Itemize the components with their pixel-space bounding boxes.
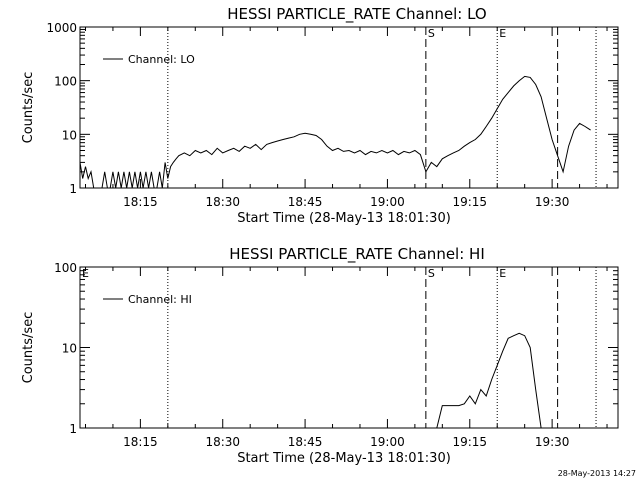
y-tick-label: 100 — [54, 75, 77, 89]
chart-title: HESSI PARTICLE_RATE Channel: LO — [227, 5, 486, 24]
x-tick-label: 19:00 — [370, 195, 405, 209]
timestamp-stamp: 28-May-2013 14:27 — [558, 469, 636, 478]
y-axis-label: Counts/sec — [21, 72, 36, 144]
event-marker-label: E — [82, 267, 89, 280]
legend-label: Channel: LO — [128, 53, 195, 66]
chart-panel-lo: HESSI PARTICLE_RATE Channel: LO Counts/se… — [21, 5, 619, 226]
event-marker-label: S — [428, 27, 435, 40]
x-tick-label: 19:30 — [535, 435, 570, 449]
x-tick-label: 18:30 — [205, 435, 240, 449]
event-marker-label: S — [428, 267, 435, 280]
x-axis-label: Start Time (28-May-13 18:01:30) — [237, 211, 451, 226]
chart-title: HESSI PARTICLE_RATE Channel: HI — [229, 245, 485, 264]
series-line — [80, 75, 591, 188]
y-tick-label: 1000 — [46, 21, 77, 35]
x-tick-label: 18:45 — [288, 195, 323, 209]
chart-panel-hi: HESSI PARTICLE_RATE Channel: HI Counts/se… — [21, 245, 619, 466]
y-tick-label: 10 — [62, 128, 77, 142]
x-tick-label: 19:30 — [535, 195, 570, 209]
x-tick-label: 19:15 — [452, 195, 487, 209]
x-tick-label: 19:15 — [452, 435, 487, 449]
x-tick-label: 18:15 — [123, 195, 158, 209]
y-tick-label: 100 — [54, 261, 77, 275]
event-marker-label: E — [499, 267, 506, 280]
y-tick-label: 1 — [69, 422, 77, 436]
x-axis-label: Start Time (28-May-13 18:01:30) — [237, 451, 451, 466]
event-marker-label: E — [499, 27, 506, 40]
y-tick-label: 1 — [69, 182, 77, 196]
x-tick-label: 19:00 — [370, 435, 405, 449]
y-axis-label: Counts/sec — [21, 312, 36, 384]
legend-label: Channel: HI — [128, 293, 192, 306]
x-tick-label: 18:30 — [205, 195, 240, 209]
plot-frame — [79, 26, 619, 189]
y-tick-label: 10 — [62, 342, 77, 356]
series-line — [436, 332, 542, 428]
x-tick-label: 18:15 — [123, 435, 158, 449]
x-tick-label: 18:45 — [288, 435, 323, 449]
